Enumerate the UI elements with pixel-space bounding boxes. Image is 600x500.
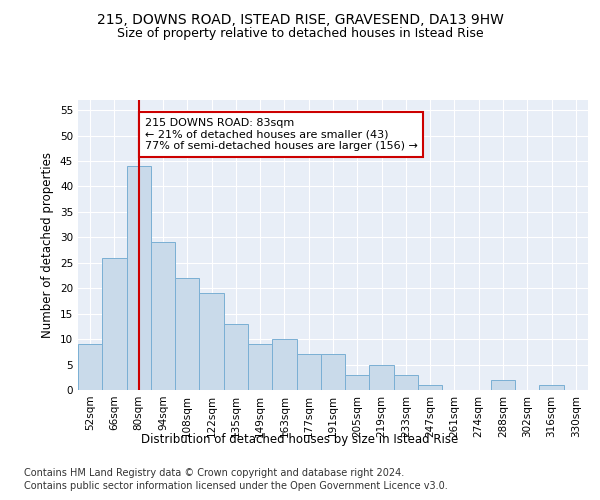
Bar — [418, 385, 442, 390]
Bar — [224, 324, 248, 390]
Text: Size of property relative to detached houses in Istead Rise: Size of property relative to detached ho… — [116, 28, 484, 40]
Bar — [102, 258, 127, 390]
Bar — [370, 364, 394, 390]
Bar — [127, 166, 151, 390]
Text: Distribution of detached houses by size in Istead Rise: Distribution of detached houses by size … — [142, 432, 458, 446]
Bar — [345, 374, 370, 390]
Bar — [199, 294, 224, 390]
Bar — [175, 278, 199, 390]
Bar — [539, 385, 564, 390]
Text: Contains public sector information licensed under the Open Government Licence v3: Contains public sector information licen… — [24, 481, 448, 491]
Text: Contains HM Land Registry data © Crown copyright and database right 2024.: Contains HM Land Registry data © Crown c… — [24, 468, 404, 477]
Bar — [491, 380, 515, 390]
Bar — [321, 354, 345, 390]
Text: 215, DOWNS ROAD, ISTEAD RISE, GRAVESEND, DA13 9HW: 215, DOWNS ROAD, ISTEAD RISE, GRAVESEND,… — [97, 12, 503, 26]
Bar — [248, 344, 272, 390]
Bar — [78, 344, 102, 390]
Bar — [272, 339, 296, 390]
Text: 215 DOWNS ROAD: 83sqm
← 21% of detached houses are smaller (43)
77% of semi-deta: 215 DOWNS ROAD: 83sqm ← 21% of detached … — [145, 118, 418, 151]
Bar — [151, 242, 175, 390]
Bar — [394, 374, 418, 390]
Y-axis label: Number of detached properties: Number of detached properties — [41, 152, 55, 338]
Bar — [296, 354, 321, 390]
